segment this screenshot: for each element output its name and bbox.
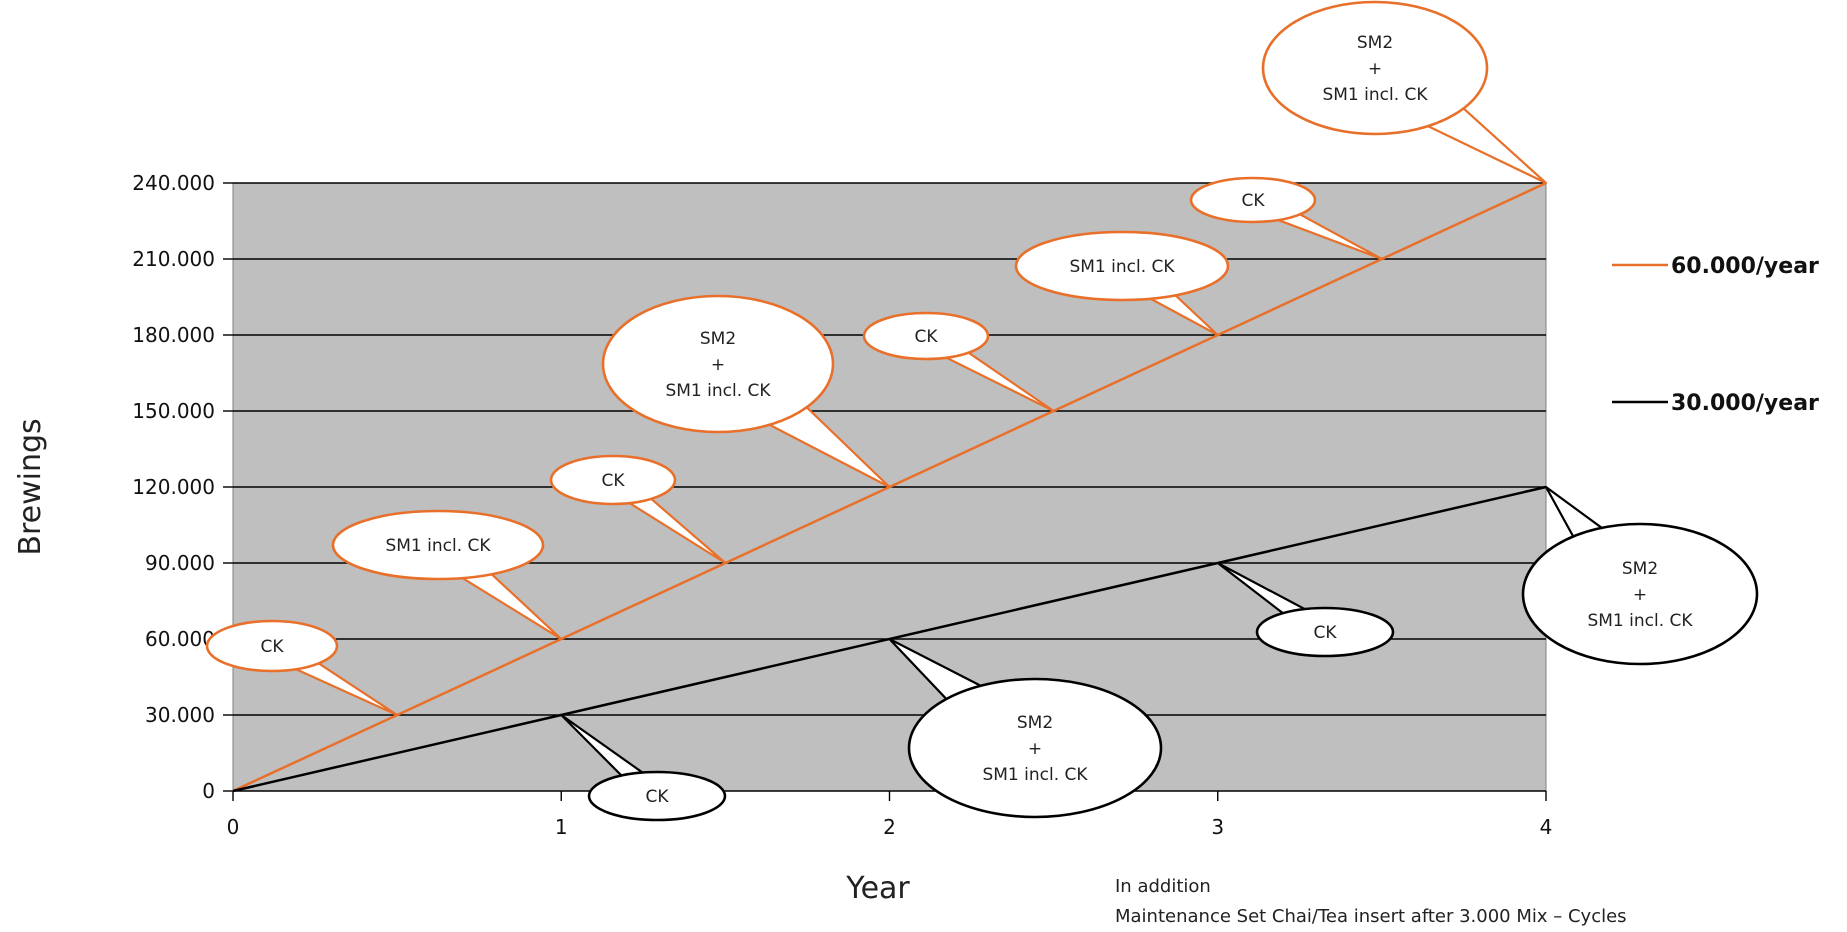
- annotation-bubble: CK: [1189, 176, 1383, 261]
- bubble-text: SM1 incl. CK: [1322, 85, 1428, 105]
- annotation-bubble: SM2 + SM1 incl. CK: [1261, 0, 1548, 185]
- y-tick-label: 0: [202, 779, 215, 803]
- note-line-2: Maintenance Set Chai/Tea insert after 3.…: [1115, 906, 1627, 927]
- bubble-text: SM1 incl. CK: [1069, 257, 1175, 277]
- annotation-bubble: SM2 + SM1 incl. CK: [601, 294, 891, 489]
- x-tick-label: 3: [1211, 815, 1224, 839]
- bubble-text: CK: [645, 787, 669, 807]
- x-tick-label: 2: [883, 815, 896, 839]
- bubble-fill: [1265, 4, 1485, 132]
- y-tick-label: 150.000: [132, 399, 215, 423]
- note-line-1: In addition: [1115, 876, 1211, 897]
- annotation-bubble: SM1 incl. CK: [1014, 230, 1230, 337]
- bubble-text: +: [1368, 59, 1382, 79]
- bubble-text: SM1 incl. CK: [385, 536, 491, 556]
- annotation-bubble: CK: [560, 713, 727, 822]
- x-axis-title: Year: [845, 871, 910, 906]
- y-tick-label: 240.000: [132, 171, 215, 195]
- annotation-bubbles: CK SM1 incl. CK CK SM2 + SM1 incl. CK CK SM1 in…: [205, 0, 1759, 822]
- bubble-fill: [1259, 610, 1391, 654]
- bubble-fill: [866, 315, 986, 357]
- y-tick-label: 60.000: [145, 627, 215, 651]
- brewings-chart: 0 30.000 60.000 90.000 120.000 150.000 180.000…: [13, 0, 1819, 906]
- bubble-text: CK: [601, 471, 625, 491]
- annotation-bubble: SM2 + SM1 incl. CK: [888, 637, 1163, 819]
- bubble-text: +: [1633, 585, 1647, 605]
- maintenance-note: In addition Maintenance Set Chai/Tea ins…: [1115, 872, 1627, 932]
- bubble-fill: [1525, 526, 1755, 662]
- bubble-text: +: [711, 355, 725, 375]
- bubble-text: CK: [914, 327, 938, 347]
- bubble-text: SM2: [1017, 713, 1053, 733]
- x-tick-label: 0: [227, 815, 240, 839]
- y-tick-label: 120.000: [132, 475, 215, 499]
- annotation-bubble: CK: [862, 311, 1055, 413]
- bubble-fill: [1018, 234, 1226, 298]
- legend-label: 30.000/year: [1671, 391, 1819, 416]
- legend-label: 60.000/year: [1671, 254, 1819, 279]
- bubble-fill: [911, 681, 1159, 815]
- x-tick-label: 4: [1540, 815, 1553, 839]
- y-tick-label: 30.000: [145, 703, 215, 727]
- bubble-text: CK: [1313, 623, 1337, 643]
- bubble-text: SM1 incl. CK: [1587, 611, 1693, 631]
- y-tick-label: 90.000: [145, 551, 215, 575]
- phone-watermark: +7(812)987-08-81: [455, 0, 988, 30]
- bubble-text: SM2: [1357, 33, 1393, 53]
- bubble-text: +: [1028, 739, 1042, 759]
- y-tick-label: 210.000: [132, 247, 215, 271]
- bubble-fill: [335, 513, 541, 577]
- annotation-bubble: CK: [1216, 561, 1395, 658]
- bubble-fill: [591, 774, 723, 818]
- bubble-text: SM1 incl. CK: [982, 765, 1088, 785]
- annotation-bubble: CK: [205, 619, 399, 717]
- bubble-fill: [553, 458, 673, 502]
- bubble-text: SM1 incl. CK: [665, 381, 771, 401]
- bubble-text: SM2: [700, 329, 736, 349]
- bubble-fill: [209, 623, 335, 669]
- y-tick-label: 180.000: [132, 323, 215, 347]
- annotation-bubble: CK: [549, 454, 727, 565]
- legend: 60.000/year 30.000/year: [1612, 254, 1819, 416]
- bubble-text: SM2: [1622, 559, 1658, 579]
- bubble-fill: [605, 298, 831, 430]
- bubble-text: CK: [260, 637, 284, 657]
- x-tick-label: 1: [555, 815, 568, 839]
- bubble-text: CK: [1241, 191, 1265, 211]
- axes: 0 30.000 60.000 90.000 120.000 150.000 180.000…: [132, 171, 1552, 839]
- annotation-bubble: SM1 incl. CK: [331, 509, 563, 641]
- y-axis-title: Brewings: [13, 418, 48, 555]
- bubble-fill: [1193, 180, 1313, 220]
- annotation-bubble: SM2 + SM1 incl. CK: [1521, 485, 1759, 666]
